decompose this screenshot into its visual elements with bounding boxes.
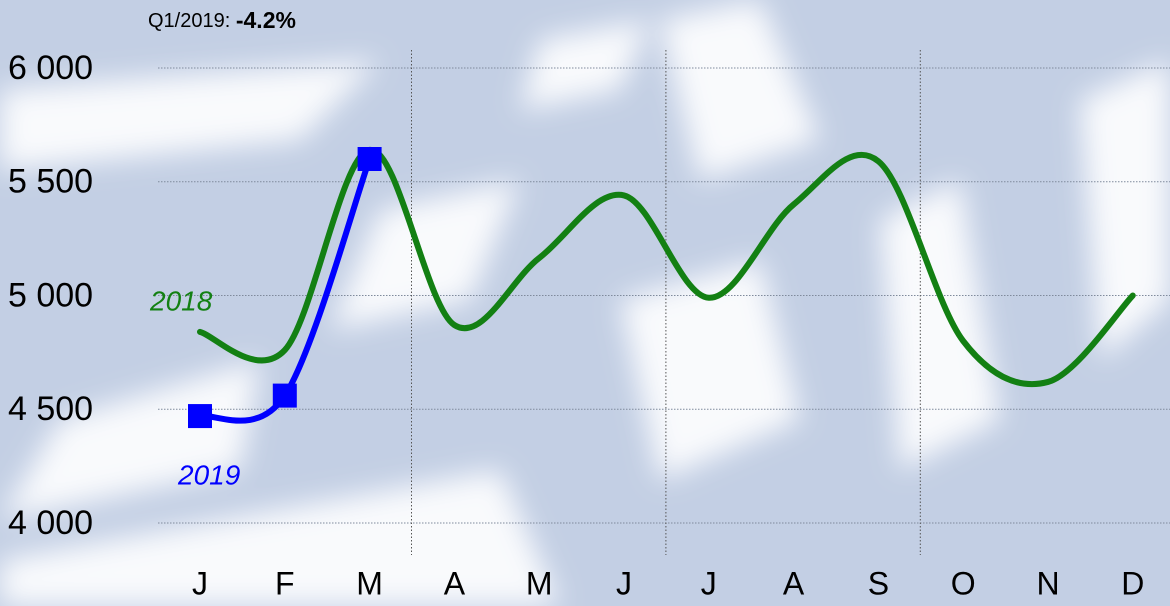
- point-marker: [357, 147, 382, 171]
- x-tick-label: J: [616, 565, 632, 601]
- series-line: [197, 146, 1136, 388]
- x-tick-label: N: [1036, 565, 1059, 601]
- point-marker: [272, 383, 297, 408]
- annotation: Q1/2019: -4.2%: [148, 7, 296, 33]
- y-tick-label: 4 500: [8, 390, 93, 428]
- x-tick-label: D: [1121, 565, 1144, 601]
- point-marker: [188, 404, 212, 429]
- x-tick-label: O: [951, 565, 976, 601]
- x-tick-label: A: [444, 565, 466, 601]
- annotation-value: -4.2%: [236, 7, 296, 33]
- x-tick-label: F: [275, 565, 295, 601]
- series-label: 2019: [177, 459, 240, 490]
- annotation-label: Q1/2019:: [148, 10, 230, 32]
- x-tick-label: J: [701, 565, 717, 601]
- y-tick-label: 4 000: [8, 504, 93, 542]
- series-label: 2018: [149, 285, 213, 316]
- x-tick-label: M: [356, 565, 383, 601]
- y-tick-label: 6 000: [8, 49, 93, 87]
- x-tick-label: J: [192, 565, 208, 601]
- y-tick-label: 5 000: [8, 276, 93, 314]
- y-tick-label: 5 500: [8, 163, 93, 201]
- x-tick-label: A: [783, 565, 805, 601]
- x-tick-label: S: [868, 565, 889, 601]
- series-line: [197, 156, 373, 424]
- x-tick-label: M: [526, 565, 553, 601]
